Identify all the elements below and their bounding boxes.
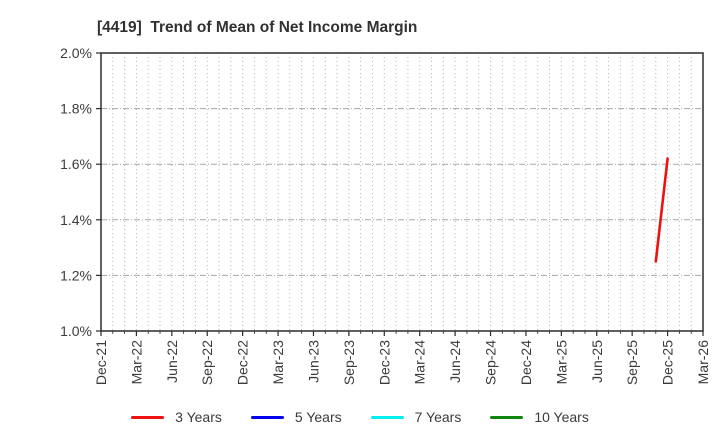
legend-label: 3 Years	[175, 409, 222, 425]
x-tick-label: Dec-23	[376, 340, 392, 385]
x-tick-label: Sep-25	[624, 340, 640, 385]
x-tick-label: Mar-24	[412, 340, 428, 385]
y-tick-label: 1.6%	[60, 156, 92, 172]
x-tick-label: Jun-23	[305, 340, 321, 383]
legend-item-3-years: 3 Years	[131, 409, 222, 425]
legend-item-7-years: 7 Years	[370, 409, 462, 425]
x-tick-label: Dec-25	[660, 340, 676, 385]
plot-frame	[100, 52, 704, 332]
series-line-3-years	[654, 157, 669, 263]
y-tick-label: 1.2%	[60, 267, 92, 283]
x-tick-label: Dec-24	[518, 340, 534, 385]
x-tick-label: Sep-22	[199, 340, 215, 385]
x-tick-label: Dec-21	[93, 340, 109, 385]
x-tick-label: Jun-24	[447, 340, 463, 383]
legend-item-10-years: 10 Years	[490, 409, 589, 425]
x-tick-label: Sep-23	[341, 340, 357, 385]
x-tick-label: Mar-22	[128, 340, 144, 385]
chart-title: [4419] Trend of Mean of Net Income Margi…	[97, 19, 418, 36]
legend-line-10-years	[490, 415, 524, 419]
x-tick-label: Mar-23	[270, 340, 286, 385]
y-tick-label: 1.4%	[60, 212, 92, 228]
y-tick-label: 1.0%	[60, 323, 92, 339]
legend-line-3-years	[131, 415, 165, 419]
legend-label: 5 Years	[294, 409, 342, 425]
y-tick-label: 2.0%	[60, 45, 92, 61]
y-tick-label: 1.8%	[60, 101, 92, 117]
x-tick-label: Jun-22	[164, 340, 180, 383]
legend-line-5-years	[250, 415, 284, 419]
legend: 3 Years 5 Years 7 Years 10 Years	[0, 403, 720, 431]
x-tick-label: Mar-25	[553, 340, 569, 385]
legend-line-7-years	[370, 415, 404, 419]
legend-label: 10 Years	[534, 409, 589, 425]
x-tick-label: Dec-22	[235, 340, 251, 385]
x-tick-label: Mar-26	[695, 340, 711, 385]
legend-item-5-years: 5 Years	[250, 409, 342, 425]
x-tick-label: Jun-25	[589, 340, 605, 383]
legend-label: 7 Years	[414, 409, 462, 425]
x-tick-label: Sep-24	[483, 340, 499, 385]
